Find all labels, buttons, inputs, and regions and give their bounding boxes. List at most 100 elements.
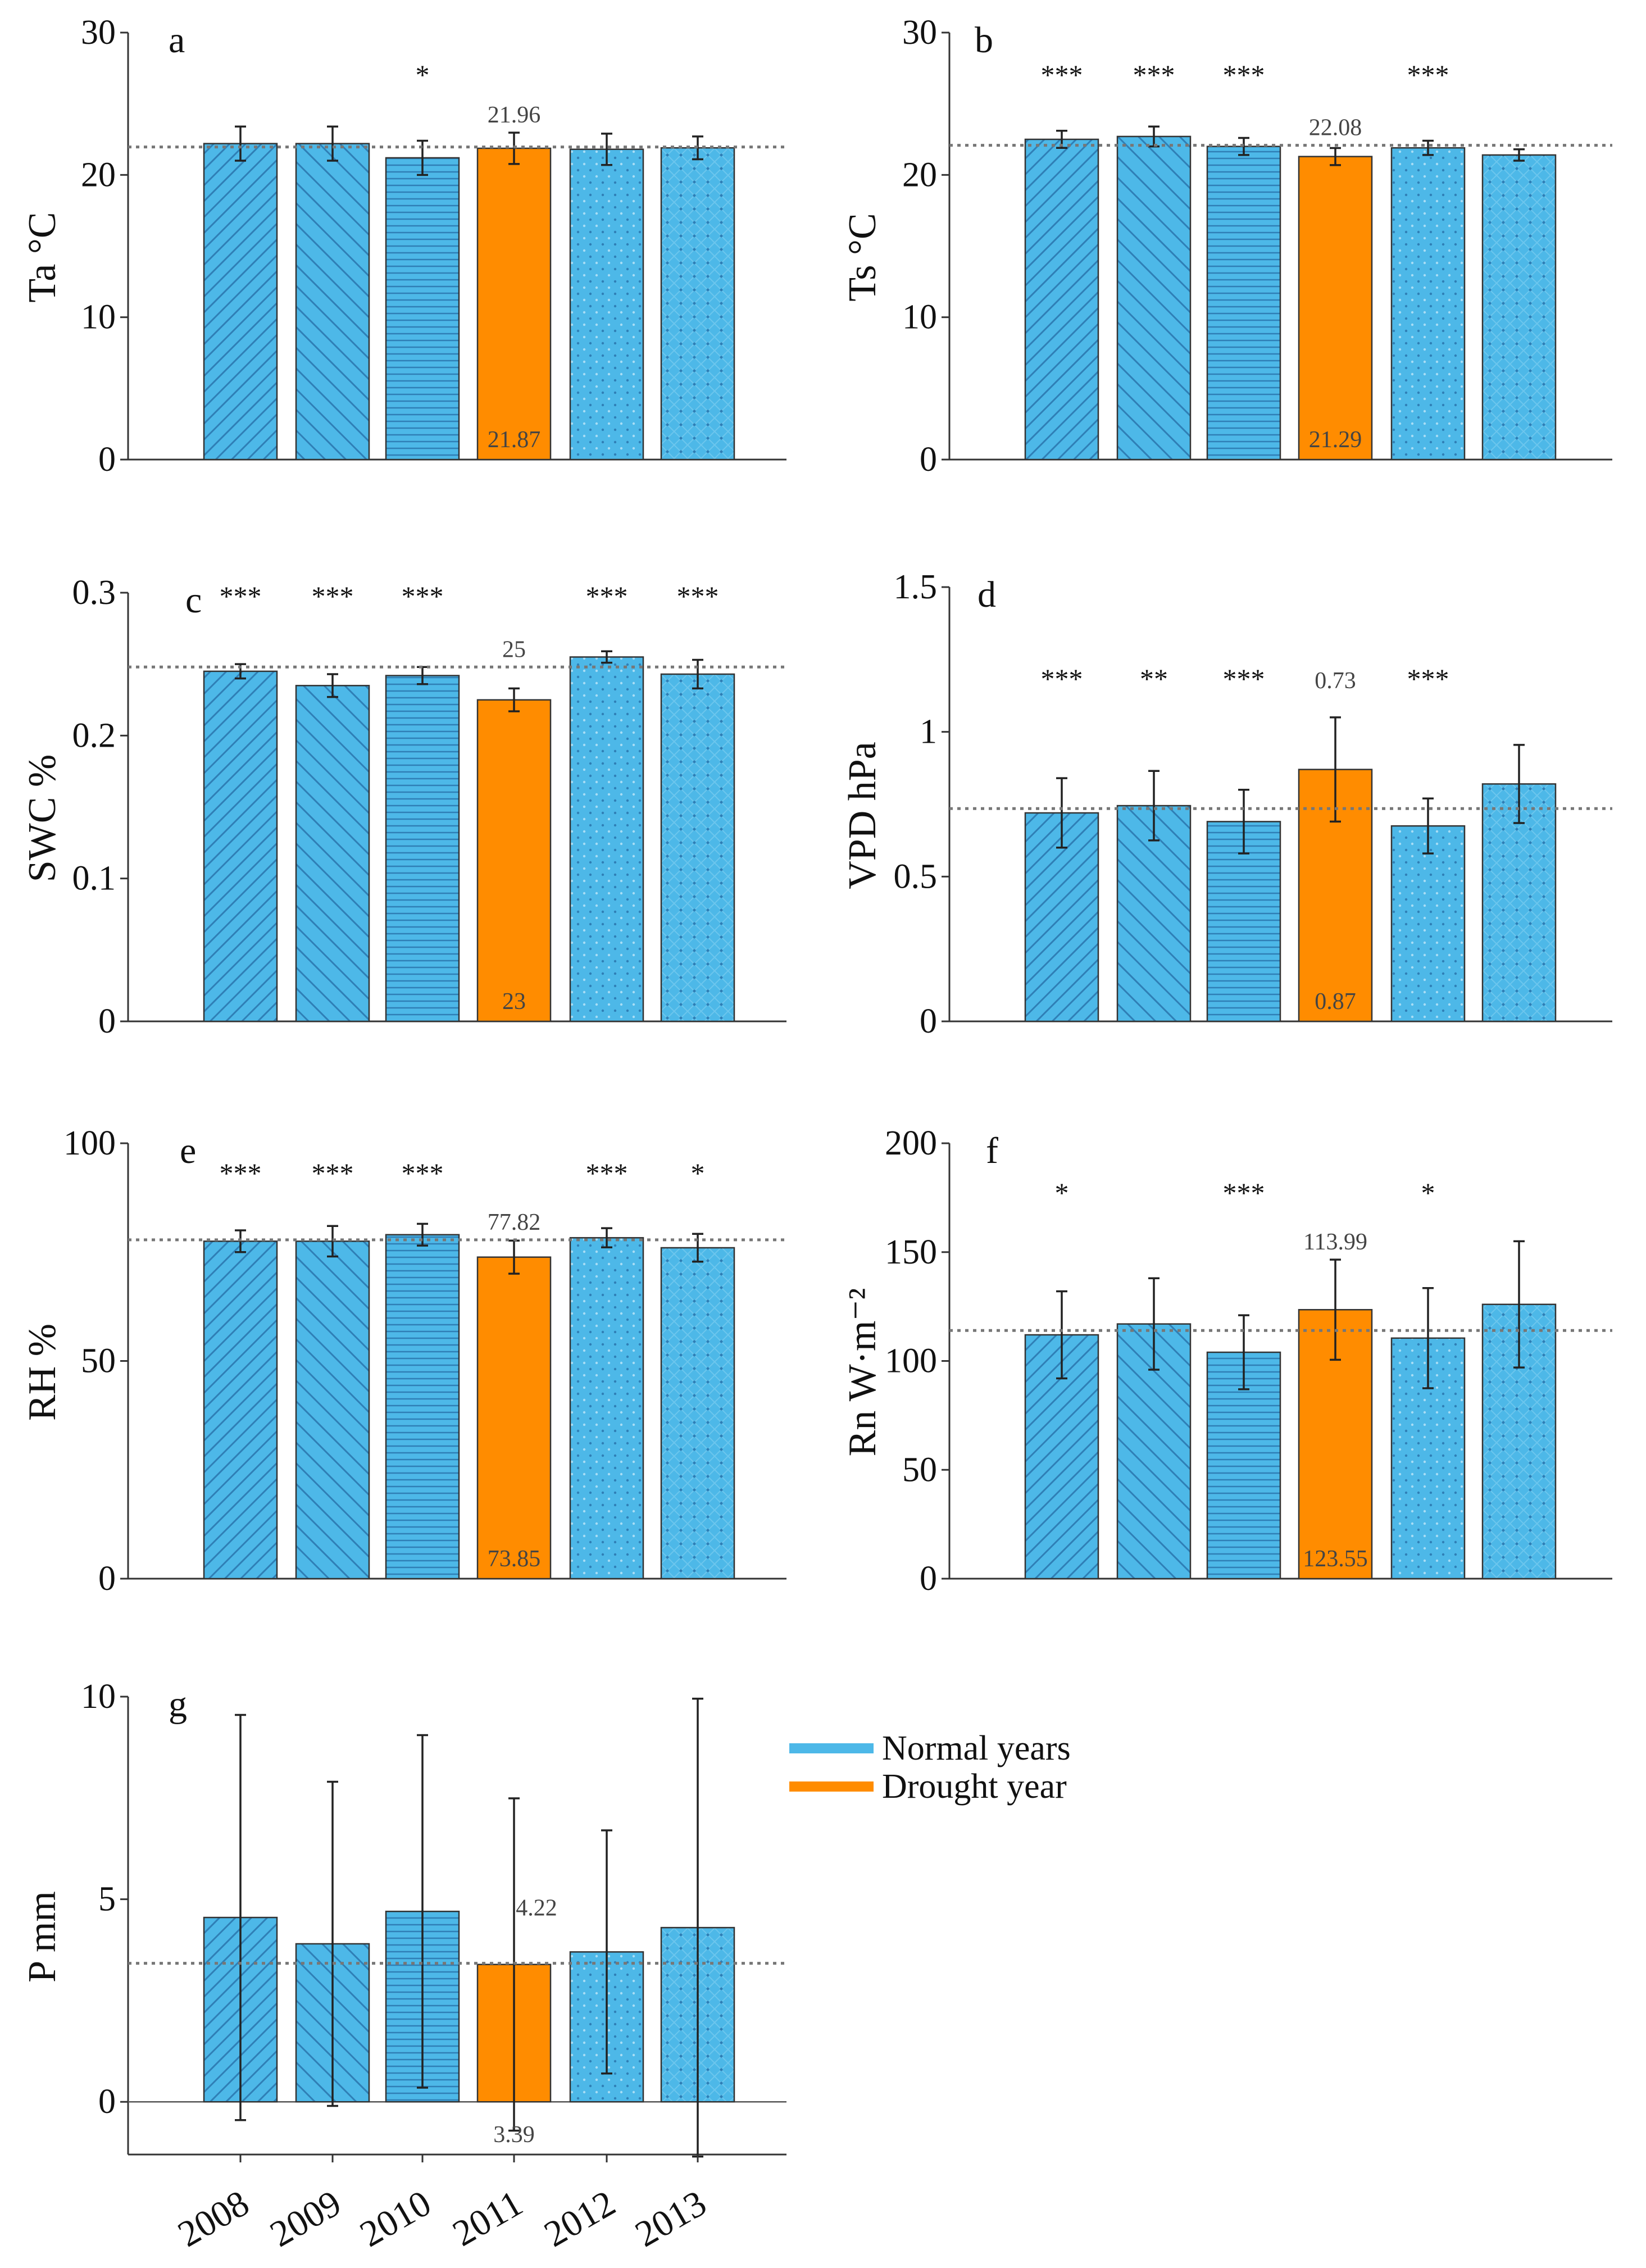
significance-e-2012: *** [586, 1157, 628, 1189]
bar-c-2008 [203, 670, 278, 1022]
bar-e-2009 [295, 1240, 370, 1580]
y-tick-label-a: 0 [98, 440, 116, 479]
significance-b-2009: *** [1133, 59, 1175, 90]
y-tick-label-b: 0 [920, 440, 937, 479]
significance-f-2010: *** [1223, 1177, 1265, 1208]
panel-letter-e: e [180, 1130, 196, 1171]
drought-value-a: 21.87 [488, 427, 541, 453]
y-tick-label-g: 5 [98, 1880, 116, 1919]
y-tick-label-d: 1.5 [894, 568, 938, 606]
y-tick-label-g: 10 [81, 1678, 116, 1716]
significance-e-2013: * [691, 1157, 705, 1189]
y-tick-label-a: 10 [81, 298, 116, 337]
panel-letter-d: d [977, 574, 996, 615]
bar-e-2012 [569, 1237, 644, 1580]
y-tick-label-d: 0.5 [894, 857, 938, 896]
bar-c-2009 [295, 685, 370, 1022]
y-label-e: RH % [21, 1324, 64, 1421]
panel-a: 0 10 20 30 Ta °C a * 21.87 21.96 [21, 13, 786, 479]
x-tick-label-2012: 2012 [538, 2183, 622, 2255]
y-tick-label-f: 100 [885, 1342, 937, 1380]
panel-letter-c: c [185, 580, 202, 621]
y-tick-label-b: 10 [902, 298, 937, 337]
y-label-b: Ts °C [841, 213, 884, 301]
drought-value-g: 3.39 [493, 2122, 535, 2148]
significance-b-2012: *** [1407, 59, 1449, 90]
y-tick-label-f: 50 [902, 1451, 937, 1489]
y-tick-label-c: 0.3 [72, 574, 116, 612]
significance-c-2010: *** [402, 580, 444, 612]
panel-letter-f: f [986, 1130, 998, 1171]
significance-f-2012: * [1421, 1177, 1435, 1208]
bar-b-2013 [1481, 154, 1557, 461]
bar-e-2013 [660, 1247, 735, 1580]
bar-b-2012 [1390, 147, 1466, 461]
y-tick-label-f: 200 [885, 1124, 937, 1162]
y-tick-label-b: 30 [902, 13, 937, 52]
panel-letter-b: b [975, 20, 993, 61]
y-tick-label-a: 20 [81, 156, 116, 194]
bar-b-2009 [1116, 135, 1192, 461]
significance-c-2012: *** [586, 580, 628, 612]
y-tick-label-c: 0.2 [72, 716, 116, 755]
reference-value-a: 21.96 [488, 102, 541, 128]
y-tick-label-a: 30 [81, 13, 116, 52]
bar-a-2009 [295, 143, 370, 461]
x-tick-label-2013: 2013 [629, 2183, 713, 2255]
bar-c-2012 [569, 656, 644, 1022]
panel-g: 0 5 10 P mm g 3.39 4.22 2008 2009 2010 2011 2012 201… [21, 1678, 786, 2255]
significance-d-2010: *** [1223, 663, 1265, 694]
panel-c: 0 0.1 0.2 0.3 SWC % c *** *** *** 23 *** *** 25 [21, 574, 786, 1040]
y-tick-label-d: 0 [920, 1002, 937, 1040]
bar-c-2010 [385, 675, 460, 1022]
x-tick-label-2011: 2011 [446, 2183, 530, 2255]
legend-drought-label: Drought year [882, 1767, 1067, 1806]
x-tick-label-2009: 2009 [263, 2183, 348, 2255]
y-tick-label-c: 0 [98, 1002, 116, 1040]
bar-e-2011 [476, 1256, 552, 1580]
reference-value-e: 77.82 [488, 1210, 541, 1235]
significance-a-2010: * [416, 59, 430, 90]
bar-c-2011 [476, 699, 552, 1022]
bar-c-2013 [660, 673, 735, 1022]
bar-e-2008 [203, 1240, 278, 1580]
significance-d-2009: ** [1140, 663, 1168, 694]
significance-e-2008: *** [220, 1157, 262, 1189]
bar-a-2008 [203, 143, 278, 461]
y-tick-label-e: 50 [81, 1342, 116, 1380]
significance-c-2008: *** [220, 580, 262, 612]
reference-value-g: 4.22 [516, 1895, 557, 1921]
y-tick-label-g: 0 [98, 2083, 116, 2121]
bar-b-2010 [1206, 146, 1281, 461]
reference-value-b: 22.08 [1309, 115, 1362, 141]
bar-b-2008 [1024, 138, 1099, 461]
significance-c-2009: *** [312, 580, 354, 612]
y-label-c: SWC % [21, 755, 64, 883]
significance-d-2012: *** [1407, 663, 1449, 694]
significance-e-2010: *** [402, 1157, 444, 1189]
y-tick-label-f: 0 [920, 1560, 937, 1598]
panel-letter-g: g [169, 1684, 187, 1725]
panel-letter-a: a [169, 20, 185, 61]
y-tick-label-c: 0.1 [72, 860, 116, 898]
bar-e-2010 [385, 1234, 460, 1580]
drought-value-d: 0.87 [1315, 989, 1356, 1015]
bar-a-2011 [476, 147, 552, 461]
y-label-a: Ta °C [21, 212, 64, 302]
y-label-d: VPD hPa [841, 742, 884, 889]
significance-f-2008: * [1055, 1177, 1069, 1208]
significance-b-2010: *** [1223, 59, 1265, 90]
y-tick-label-e: 100 [63, 1124, 116, 1162]
significance-d-2008: *** [1041, 663, 1083, 694]
drought-value-c: 23 [502, 989, 526, 1015]
drought-value-f: 123.55 [1303, 1546, 1368, 1572]
bar-a-2010 [385, 157, 460, 461]
significance-b-2008: *** [1041, 59, 1083, 90]
reference-value-d: 0.73 [1315, 668, 1356, 694]
y-label-f: Rn W·m⁻² [841, 1288, 884, 1457]
